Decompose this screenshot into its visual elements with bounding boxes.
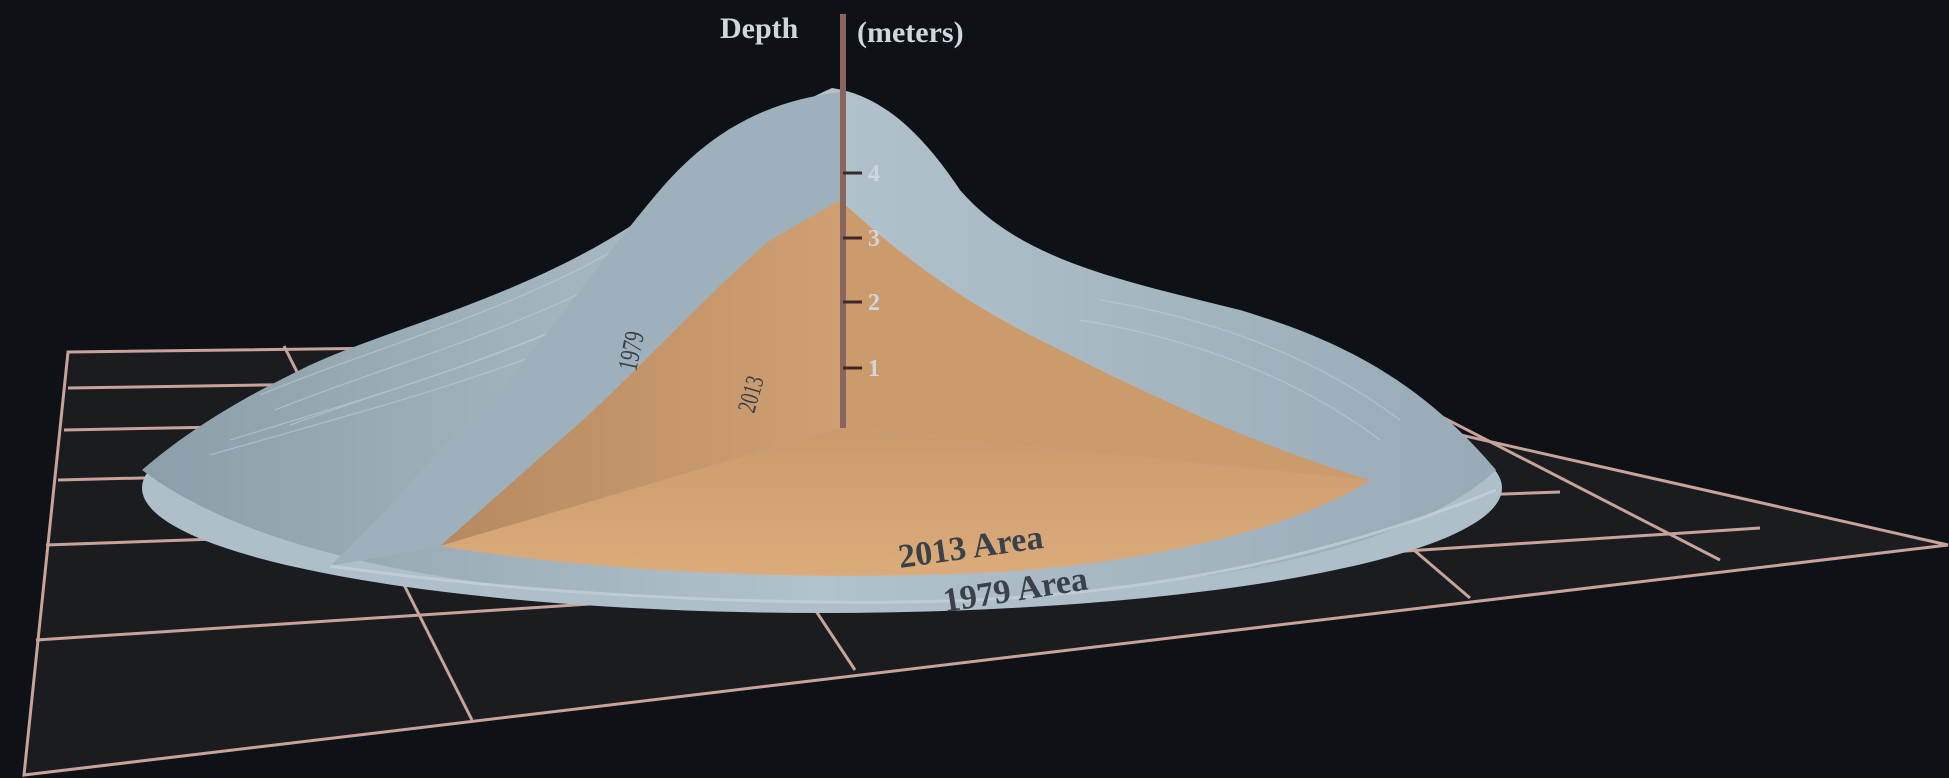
axis-ticks	[843, 171, 862, 370]
axis-tick-label-3: 3	[868, 226, 880, 252]
axis-title-unit: (meters)	[857, 16, 964, 49]
axis-tick-label-2: 2	[868, 290, 880, 316]
ice-1979-slice-left	[330, 92, 840, 566]
ice-2013-area	[440, 428, 1370, 576]
axis-title-word: Depth	[720, 12, 799, 45]
ice-2013-slice-left	[440, 200, 840, 546]
ice-2013-slice-right	[840, 200, 1370, 480]
axis-tick-label-1: 1	[868, 356, 880, 382]
axis-tick-label-4: 4	[868, 161, 880, 187]
ice-1979-rim	[329, 488, 1497, 604]
